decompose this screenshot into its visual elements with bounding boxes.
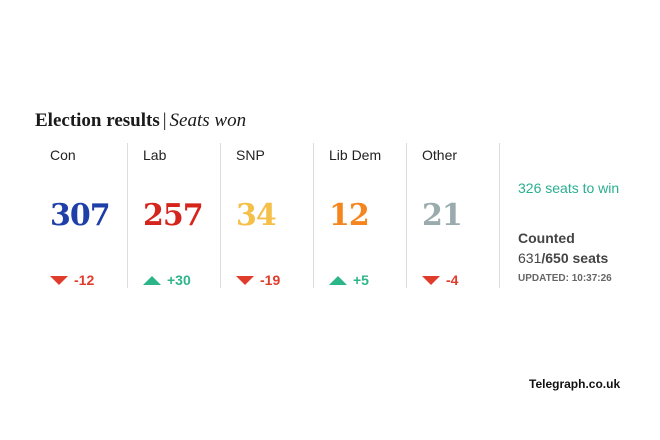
title-subtitle: Seats won bbox=[169, 110, 247, 131]
title-main: Election results bbox=[35, 110, 160, 131]
party-name: Con bbox=[50, 147, 76, 163]
seat-change: +30 bbox=[143, 272, 191, 288]
change-arrow-icon bbox=[50, 275, 68, 285]
seat-change: -12 bbox=[50, 272, 94, 288]
seat-change: +5 bbox=[329, 272, 369, 288]
seat-change: -4 bbox=[422, 272, 458, 288]
party-seats: 257 bbox=[143, 198, 204, 233]
source-credit: Telegraph.co.uk bbox=[529, 377, 621, 391]
party-results: Con 307 -12 Lab 257 +30 SNP 34 -19 Lib D… bbox=[35, 143, 500, 288]
counted-total: /650 seats bbox=[541, 250, 609, 266]
party-snp: SNP 34 -19 bbox=[221, 143, 314, 288]
party-con: Con 307 -12 bbox=[35, 143, 128, 288]
party-seats: 21 bbox=[422, 198, 463, 233]
party-seats: 12 bbox=[329, 198, 370, 233]
change-arrow-icon bbox=[143, 275, 161, 285]
change-value: -12 bbox=[74, 272, 95, 288]
party-lib-dem: Lib Dem 12 +5 bbox=[314, 143, 407, 288]
counted-value: 631/650 seats bbox=[518, 250, 608, 266]
party-lab: Lab 257 +30 bbox=[128, 143, 221, 288]
chart-title: Election results | Seats won bbox=[35, 110, 246, 136]
change-arrow-icon bbox=[329, 275, 347, 285]
seats-to-win: 326 seats to win bbox=[518, 180, 620, 196]
counted-label: Counted bbox=[518, 230, 575, 246]
counted-count: 631 bbox=[518, 250, 542, 266]
party-other: Other 21 -4 bbox=[407, 143, 500, 288]
summary-panel: 326 seats to win Counted 631/650 seats U… bbox=[518, 143, 648, 288]
change-value: +30 bbox=[167, 272, 191, 288]
party-name: SNP bbox=[236, 147, 265, 163]
party-name: Other bbox=[422, 147, 458, 163]
change-arrow-icon bbox=[236, 275, 254, 285]
party-seats: 307 bbox=[50, 198, 111, 233]
title-separator: | bbox=[162, 110, 167, 131]
party-name: Lib Dem bbox=[329, 147, 382, 163]
change-value: -19 bbox=[260, 272, 281, 288]
change-value: +5 bbox=[353, 272, 369, 288]
updated-timestamp: UPDATED: 10:37:26 bbox=[518, 273, 612, 284]
party-name: Lab bbox=[143, 147, 167, 163]
seat-change: -19 bbox=[236, 272, 280, 288]
change-value: -4 bbox=[446, 272, 459, 288]
party-seats: 34 bbox=[236, 198, 277, 233]
change-arrow-icon bbox=[422, 275, 440, 285]
